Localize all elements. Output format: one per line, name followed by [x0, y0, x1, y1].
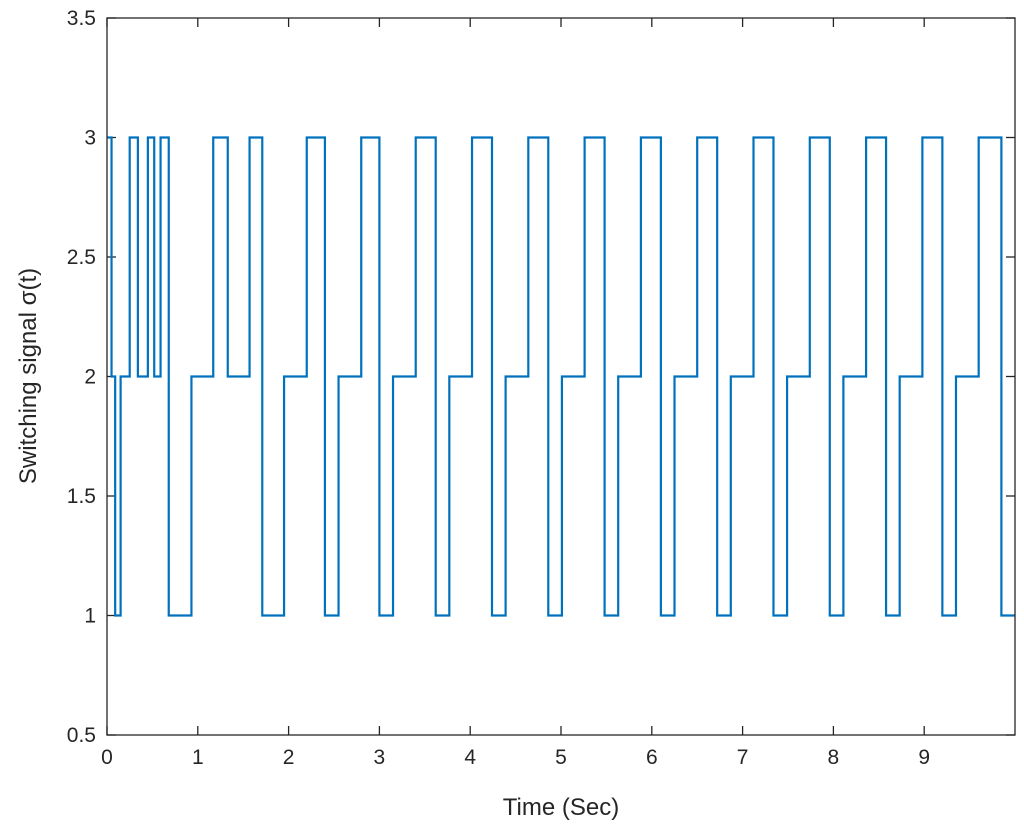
x-tick-label: 8 — [828, 746, 840, 769]
y-tick-label: 2 — [84, 366, 96, 389]
x-tick-label: 5 — [555, 746, 567, 769]
plot-frame — [106, 17, 1016, 736]
x-tick-label: 7 — [737, 746, 749, 769]
y-axis-label: Switching signal σ(t) — [15, 268, 42, 484]
y-tick-label: 2.5 — [67, 246, 96, 269]
x-axis-ticks: 0 1 2 3 4 5 6 7 8 9 — [101, 18, 930, 769]
x-tick-label: 1 — [192, 746, 204, 769]
x-tick-label: 0 — [101, 746, 113, 769]
x-tick-label: 2 — [283, 746, 295, 769]
y-tick-label: 1 — [84, 605, 96, 628]
y-tick-label: 0.5 — [67, 724, 96, 747]
y-tick-label: 3.5 — [67, 7, 96, 30]
x-axis-label: Time (Sec) — [503, 794, 619, 821]
y-tick-label: 1.5 — [67, 485, 96, 508]
x-tick-label: 3 — [374, 746, 386, 769]
y-tick-label: 3 — [84, 127, 96, 150]
series-line-sigma — [107, 136, 1015, 617]
x-tick-label: 6 — [646, 746, 658, 769]
x-tick-label: 4 — [464, 746, 476, 769]
x-tick-label: 9 — [918, 746, 930, 769]
